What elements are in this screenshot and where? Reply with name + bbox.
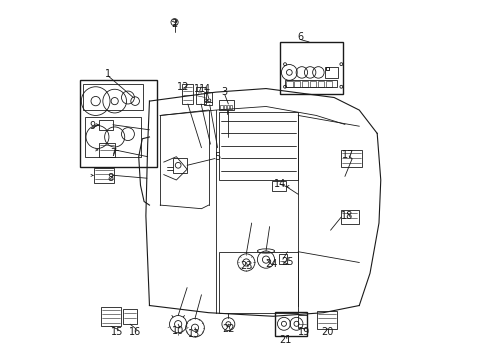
Bar (325, 67, 328, 69)
Bar (83, 84, 143, 110)
Text: 18: 18 (340, 211, 352, 221)
Bar (341, 150, 362, 167)
Bar (226, 105, 228, 109)
Text: 4: 4 (203, 84, 209, 94)
Text: 10: 10 (172, 325, 184, 336)
Bar (123, 309, 137, 324)
Text: 20: 20 (320, 327, 332, 337)
Bar (220, 105, 222, 109)
Text: 19: 19 (297, 327, 309, 337)
Bar (80, 80, 156, 167)
Text: 7: 7 (110, 148, 117, 158)
Text: 22: 22 (222, 324, 234, 334)
Text: 16: 16 (129, 327, 141, 337)
Bar (94, 168, 113, 183)
Bar (325, 67, 328, 69)
Text: 24: 24 (264, 259, 277, 269)
Bar (223, 105, 225, 109)
Text: 8: 8 (107, 173, 113, 183)
Bar (317, 311, 336, 329)
Bar (101, 307, 121, 326)
Text: 5: 5 (214, 152, 220, 162)
Text: 15: 15 (111, 327, 123, 337)
Bar (286, 81, 292, 87)
Text: 9: 9 (89, 121, 95, 131)
Bar (99, 120, 113, 130)
Bar (219, 252, 298, 313)
Bar (182, 84, 192, 104)
Bar (99, 143, 115, 157)
Text: 23: 23 (240, 261, 252, 271)
Bar (341, 210, 358, 224)
Text: 6: 6 (296, 32, 303, 41)
Bar (204, 92, 212, 105)
Text: 17: 17 (342, 150, 354, 160)
Bar (325, 67, 328, 69)
Bar (309, 81, 316, 87)
Bar (280, 42, 343, 94)
Text: 13: 13 (188, 329, 200, 339)
Text: 14: 14 (274, 179, 286, 189)
Bar (278, 254, 286, 264)
Bar (285, 80, 337, 87)
Text: 1: 1 (105, 69, 111, 79)
Text: 25: 25 (281, 257, 293, 267)
Bar (219, 100, 233, 110)
Bar (297, 315, 306, 328)
Text: 11: 11 (193, 84, 205, 94)
Bar (230, 105, 232, 109)
Bar (272, 181, 285, 192)
Bar (317, 81, 324, 87)
Bar (294, 81, 300, 87)
Text: 3: 3 (221, 87, 227, 97)
Text: 12: 12 (177, 82, 189, 92)
Bar (274, 312, 306, 336)
Text: 21: 21 (279, 334, 291, 345)
Bar (325, 81, 331, 87)
Bar (85, 117, 140, 157)
Bar (173, 158, 187, 173)
Bar (219, 112, 298, 180)
Text: 2: 2 (171, 19, 177, 29)
Bar (302, 81, 308, 87)
Bar (196, 87, 206, 104)
Bar (324, 67, 338, 78)
